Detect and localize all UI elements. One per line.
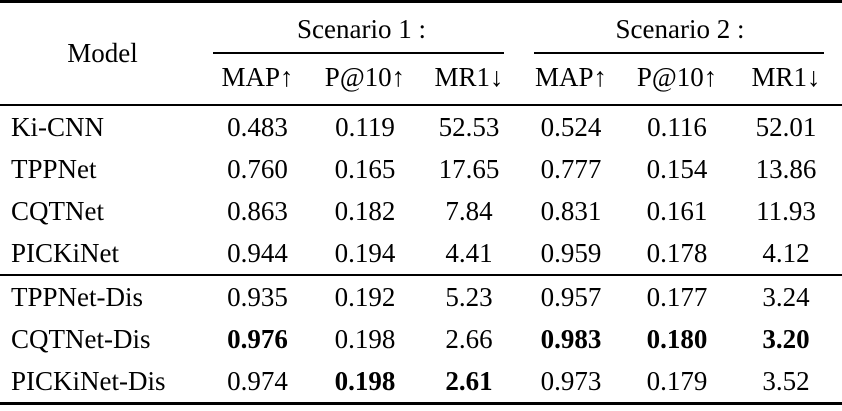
metric-value-cell: 0.192 [310,274,420,318]
metric-header-p10-s1: P@10↑ [324,62,406,92]
model-name-cell: CQTNet [11,195,104,226]
table-header: Model Scenario 1 : Scenario 2 : MAP↑ P@1… [0,2,842,106]
metric-value-cell: 4.12 [762,237,810,268]
model-name-cell: TPPNet-Dis [0,274,205,318]
metric-value-cell: 7.84 [445,195,493,226]
metric-value-cell: 0.116 [624,104,731,148]
metric-value-cell: 0.180 [646,323,708,354]
scenario-2-header: Scenario 2 : [518,2,842,54]
metric-value-cell: 0.973 [540,365,602,396]
group-header-row: Model Scenario 1 : Scenario 2 : [0,2,842,68]
scenario-2-rule [534,52,825,54]
table-row: TPPNet-Dis 0.935 0.192 5.23 0.957 0.177 … [0,274,842,318]
metric-value-cell: 0.177 [624,274,731,318]
metric-value-cell: 0.524 [518,104,625,148]
metric-value-cell: 0.831 [540,195,602,226]
scenario-1-label: Scenario 1 : [297,14,426,44]
model-name-cell: CQTNet-Dis [11,323,151,354]
metric-value-cell: 52.01 [730,104,842,148]
metric-value-cell: 0.777 [540,153,602,184]
metric-value-cell: 0.974 [227,365,288,396]
metric-value-cell: 0.944 [227,237,288,268]
metric-header-mr1-s1: MR1↓ [434,62,504,92]
metric-value-cell: 0.983 [540,323,602,354]
model-name-cell: Ki-CNN [0,104,205,148]
dis-models-section: TPPNet-Dis 0.935 0.192 5.23 0.957 0.177 … [0,274,842,404]
scenario-1-header: Scenario 1 : [205,2,518,54]
metric-header-map-s1: MAP↑ [221,62,294,92]
metric-value-cell: 0.198 [334,365,396,396]
scenario-2-label: Scenario 2 : [615,14,745,44]
metric-header-mr1-s2: MR1↓ [751,62,821,92]
metric-value-cell: 17.65 [438,153,500,184]
metric-value-cell: 13.86 [755,153,817,184]
metric-value-cell: 3.24 [730,274,842,318]
table-row: Ki-CNN 0.483 0.119 52.53 0.524 0.116 52.… [0,104,842,148]
baseline-models-section: Ki-CNN 0.483 0.119 52.53 0.524 0.116 52.… [0,104,842,275]
metric-value-cell: 11.93 [756,195,816,226]
metric-value-cell: 0.760 [227,153,288,184]
metric-value-cell: 0.179 [646,365,708,396]
metric-value-cell: 0.194 [334,237,396,268]
metric-value-cell: 0.165 [334,153,396,184]
metric-value-cell: 52.53 [420,104,519,148]
metric-value-cell: 0.483 [205,104,310,148]
metric-value-cell: 0.119 [310,104,420,148]
model-name-cell: PICKiNet [11,237,119,268]
table-row: PICKiNet-Dis 0.974 0.198 2.61 0.973 0.17… [0,360,842,404]
model-name-cell: PICKiNet-Dis [11,365,166,396]
metric-value-cell: 0.182 [334,195,396,226]
metric-value-cell: 0.935 [205,274,310,318]
table-row: CQTNet 0.863 0.182 7.84 0.831 0.161 11.9… [0,190,842,232]
table-row: TPPNet 0.760 0.165 17.65 0.777 0.154 13.… [0,148,842,190]
metric-value-cell: 5.23 [420,274,519,318]
model-column-header: Model [67,38,138,68]
table-row: PICKiNet 0.944 0.194 4.41 0.959 0.178 4.… [0,232,842,275]
scenario-1-rule [213,52,505,54]
metric-value-cell: 3.20 [762,323,810,354]
metric-header-map-s2: MAP↑ [535,62,608,92]
metric-value-cell: 2.66 [445,323,493,354]
model-name-cell: TPPNet [11,153,97,184]
metric-value-cell: 0.154 [646,153,708,184]
metric-value-cell: 3.52 [762,365,810,396]
metric-value-cell: 0.976 [227,323,288,354]
metric-value-cell: 2.61 [445,365,493,396]
metric-value-cell: 0.178 [646,237,708,268]
metric-value-cell: 0.161 [646,195,708,226]
table-row: CQTNet-Dis 0.976 0.198 2.66 0.983 0.180 … [0,318,842,360]
metric-value-cell: 4.41 [445,237,493,268]
metric-value-cell: 0.863 [227,195,288,226]
metric-header-p10-s2: P@10↑ [636,62,718,92]
metric-value-cell: 0.959 [540,237,602,268]
metric-header-row: MAP↑ P@10↑ MR1↓ MAP↑ P@10↑ MR1↓ [0,54,842,105]
metric-value-cell: 0.198 [334,323,396,354]
metric-value-cell: 0.957 [518,274,625,318]
